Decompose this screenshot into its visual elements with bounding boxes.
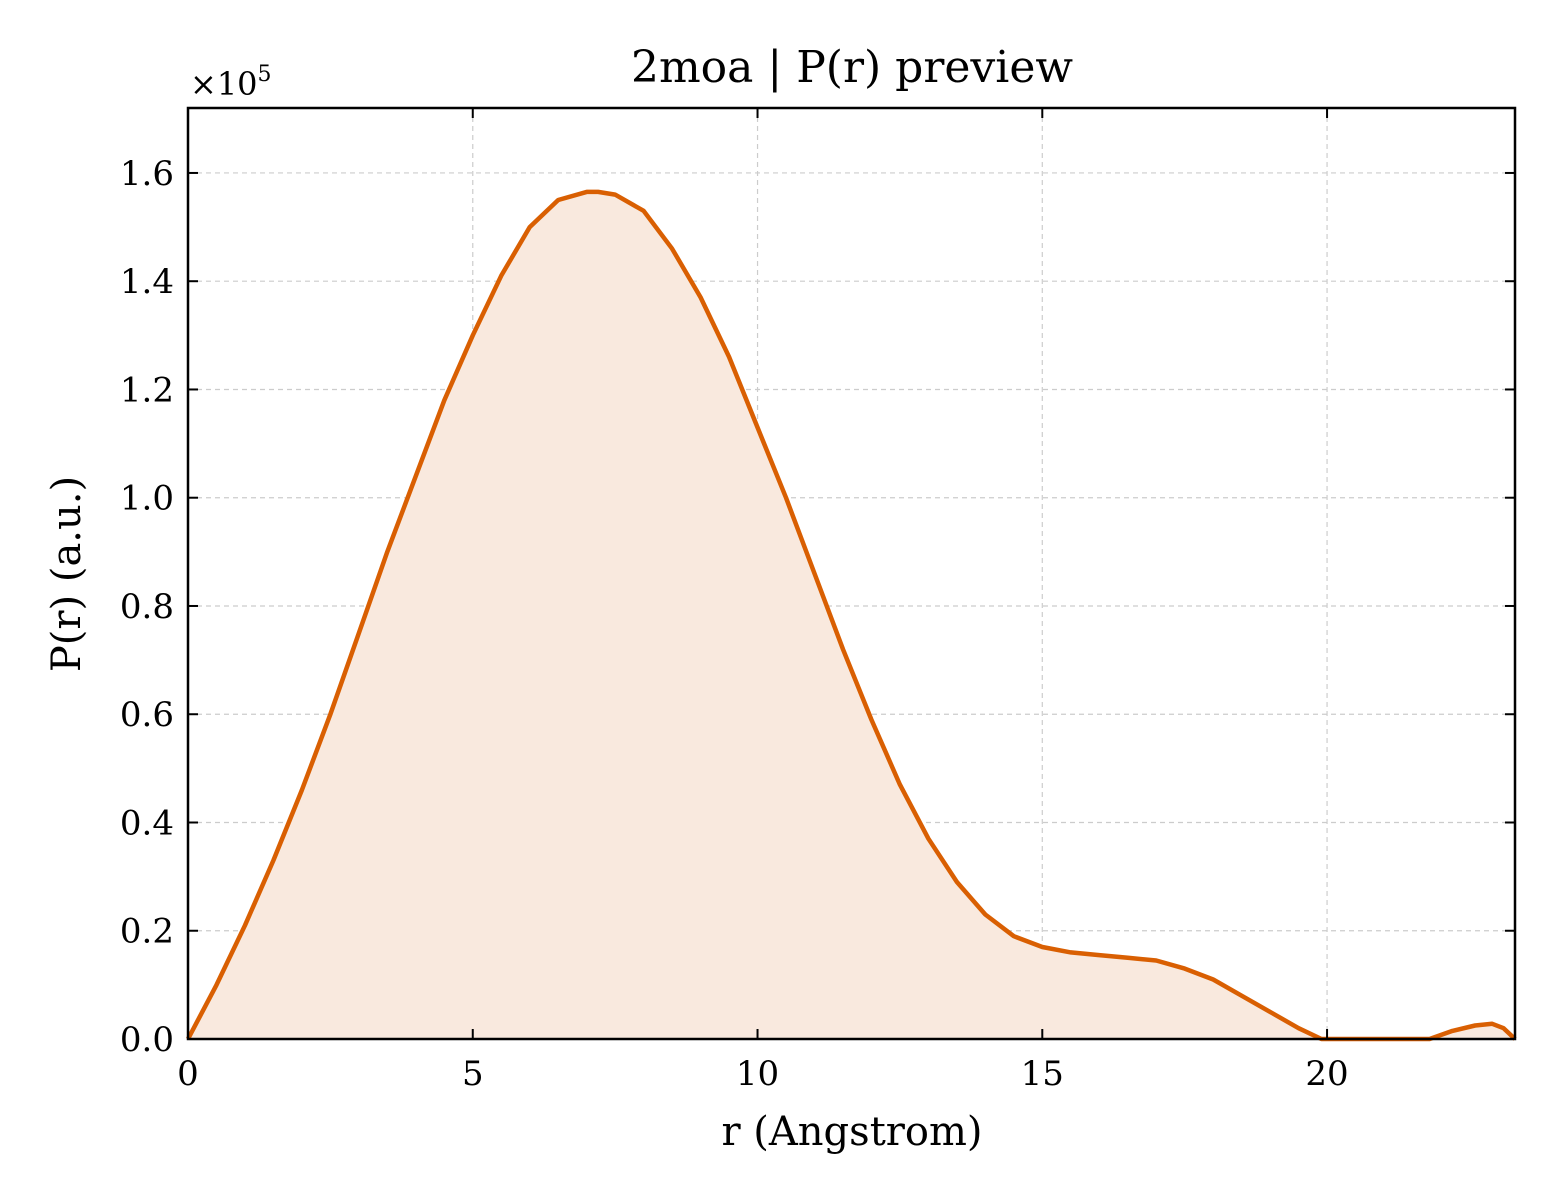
x-tick-label: 5 [462,1054,484,1094]
x-tick-label: 15 [1021,1054,1064,1094]
y-tick-label: 0.0 [120,1020,174,1060]
y-tick-label: 1.2 [120,370,174,410]
x-axis-label: r (Angstrom) [721,1109,982,1155]
chart-title: 2moa | P(r) preview [631,42,1073,93]
y-tick-label: 0.2 [120,912,174,952]
axis-ticks: 0 5 10 15 20 0.0 0.2 0.4 0.6 0.8 1.0 1.2 1.4 1.6 [120,108,1515,1094]
y-tick-label: 1.0 [120,479,174,519]
y-tick-label: 0.8 [120,587,174,627]
y-axis-multiplier: ×105 [190,62,272,103]
y-tick-label: 1.4 [120,262,174,302]
y-tick-label: 0.4 [120,803,174,843]
y-axis-multiplier-base: ×10 [190,65,258,103]
x-tick-label: 10 [736,1054,779,1094]
plot-frame [186,106,1517,1041]
y-tick-label: 0.6 [120,695,174,735]
x-tick-label: 0 [177,1054,199,1094]
y-tick-label: 1.6 [120,154,174,194]
x-tick-label: 20 [1305,1054,1348,1094]
y-axis-label: P(r) (a.u.) [44,476,90,672]
pr-area-fill [188,191,1515,1039]
y-axis-multiplier-exponent: 5 [258,62,272,87]
